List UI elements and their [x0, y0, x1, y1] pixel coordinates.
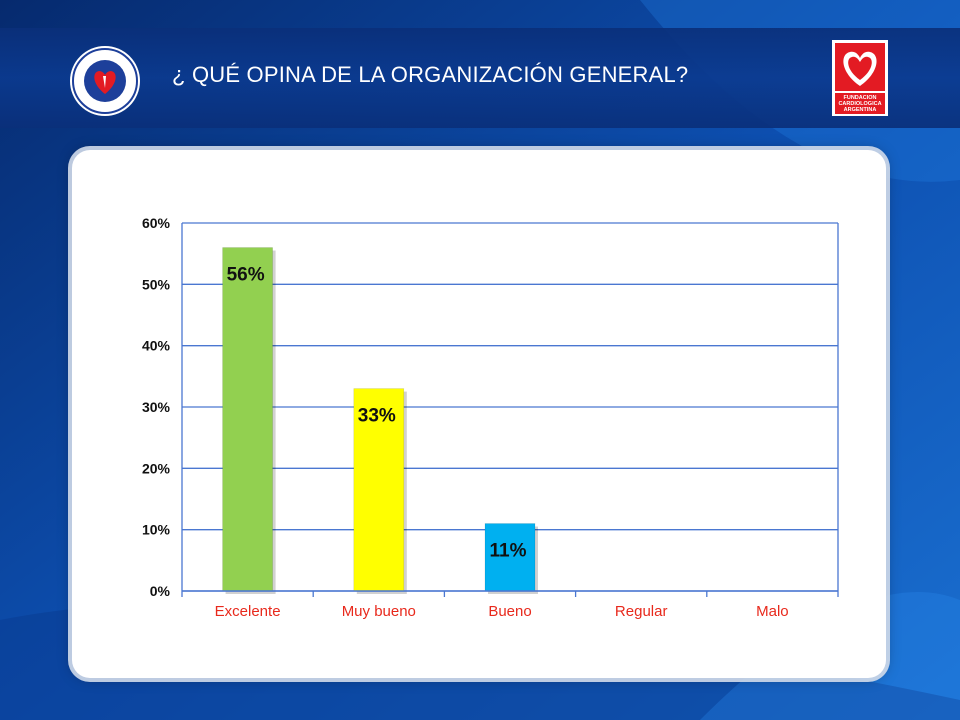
y-tick-label: 60%	[142, 215, 171, 231]
y-tick-label: 40%	[142, 338, 171, 354]
bar-chart: 0% 10% 20% 30% 40% 50% 60% 56% Excelente 33% Muy b…	[142, 215, 839, 620]
bar-bueno	[484, 523, 536, 592]
x-category-label: Regular	[615, 603, 668, 620]
chart-panel	[72, 150, 886, 678]
label-layer: 0% 10% 20% 30% 40% 50% 60% 56% Excelente 33% Muy b…	[142, 215, 789, 620]
data-label: 56%	[227, 265, 265, 286]
bar-excelente	[222, 247, 273, 592]
logo-text-line-1: FUNDACION	[844, 95, 877, 101]
y-tick-label: 0%	[150, 583, 171, 599]
bar-layer	[182, 247, 838, 594]
page-title: ¿ QUÉ OPINA DE LA ORGANIZACIÓN GENERAL?	[172, 62, 689, 87]
x-category-label: Muy bueno	[342, 603, 416, 620]
x-category-label: Bueno	[488, 603, 531, 620]
data-label: 11%	[490, 541, 527, 562]
y-tick-label: 20%	[142, 460, 171, 476]
x-category-label: Excelente	[215, 603, 281, 620]
bar-muy-bueno	[353, 388, 405, 592]
logo-text-line-3: ARGENTINA	[844, 107, 877, 113]
y-tick-label: 50%	[142, 276, 171, 292]
y-tick-label: 30%	[142, 399, 171, 415]
y-tick-label: 10%	[142, 522, 171, 538]
logo-text-line-2: CARDIOLOGICA	[838, 101, 881, 107]
data-label: 33%	[358, 406, 396, 427]
sociedad-argentina-cardiologia-logo	[68, 44, 142, 118]
x-category-label: Malo	[756, 603, 789, 620]
header-band	[0, 28, 960, 128]
fundacion-cardiologica-argentina-logo: FUNDACION CARDIOLOGICA ARGENTINA	[832, 40, 888, 116]
